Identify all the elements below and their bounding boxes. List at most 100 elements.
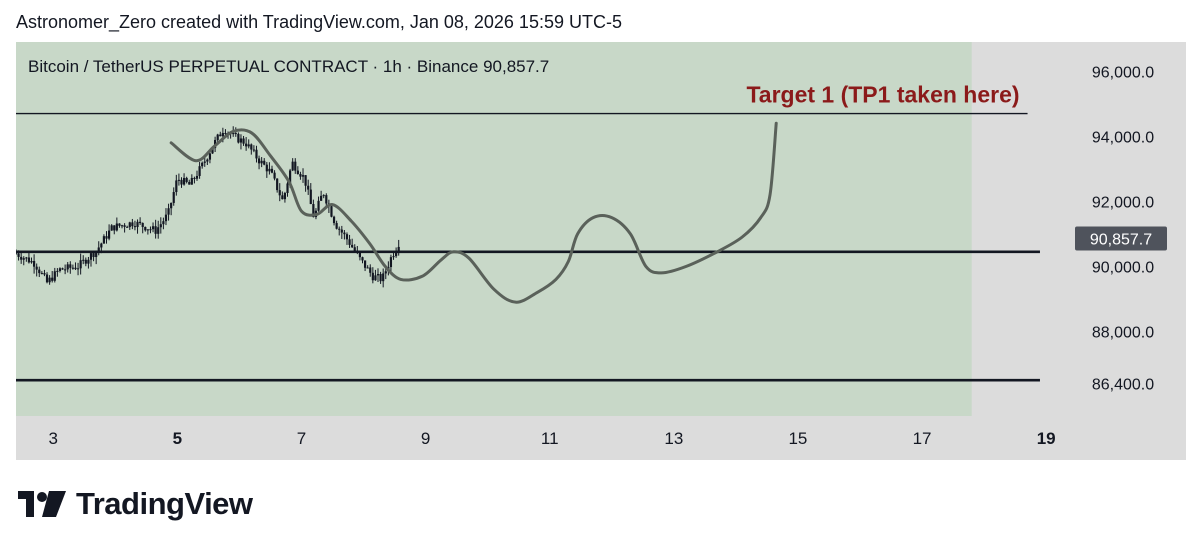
candle-body: [351, 244, 354, 248]
candle: [198, 161, 201, 179]
chart-legend: Bitcoin / TetherUS PERPETUAL CONTRACT · …: [28, 57, 549, 76]
price-chart[interactable]: Bitcoin / TetherUS PERPETUAL CONTRACT · …: [16, 42, 1186, 460]
candle: [64, 264, 67, 275]
candle: [304, 175, 307, 192]
candle-body: [332, 216, 336, 224]
candle: [141, 222, 144, 234]
candle-body: [294, 161, 297, 171]
candle: [79, 253, 82, 275]
candle: [270, 165, 274, 174]
candle-body: [203, 161, 206, 163]
price-tick-label: 92,000.0: [1092, 194, 1154, 211]
candle-body: [208, 153, 212, 160]
candle: [61, 267, 64, 270]
candle-body: [250, 144, 253, 150]
candle-body: [198, 166, 201, 176]
candle: [273, 170, 276, 181]
last-price-tag: 90,857.7: [1075, 226, 1167, 251]
candle: [154, 219, 157, 239]
candle-body: [64, 269, 67, 271]
candle-body: [301, 175, 305, 177]
candle: [353, 244, 356, 253]
candle-body: [82, 259, 85, 261]
candle-body: [338, 228, 341, 230]
candle: [102, 234, 106, 244]
candle-body: [291, 161, 294, 171]
candle: [296, 166, 299, 175]
candle: [167, 203, 170, 221]
candle-body: [260, 160, 263, 164]
candle: [237, 132, 240, 144]
candle-body: [157, 227, 160, 234]
candle: [188, 179, 191, 185]
candle: [307, 179, 310, 195]
projection-curve: [169, 121, 778, 304]
candle-body: [245, 143, 248, 147]
candle-body: [33, 261, 36, 267]
candle-body: [141, 222, 144, 227]
candle-body: [58, 268, 62, 271]
candle: [294, 158, 297, 174]
time-tick-label: 3: [49, 429, 58, 448]
price-tick-label: 94,000.0: [1092, 129, 1154, 146]
highlight-zone: [16, 42, 972, 416]
candle: [281, 191, 284, 200]
candle: [369, 264, 372, 277]
candle-body: [389, 257, 393, 268]
candle-body: [382, 273, 385, 282]
candle: [120, 224, 124, 229]
candle-body: [89, 253, 93, 260]
candle: [356, 246, 359, 255]
candle-body: [392, 256, 395, 258]
price-axis[interactable]: 96,000.0 94,000.0 92,000.0 90,000.0 88,000.0…: [1092, 64, 1154, 393]
candle-body: [320, 195, 323, 201]
candle: [255, 145, 258, 163]
candle-body: [395, 251, 398, 257]
candle-body: [162, 221, 165, 225]
candle: [392, 252, 395, 260]
candle-body: [237, 133, 240, 143]
candle: [113, 225, 116, 235]
candle-body: [221, 132, 224, 137]
candle: [45, 272, 49, 284]
candle: [276, 178, 279, 193]
candle: [283, 191, 287, 203]
candle-body: [20, 256, 23, 260]
candle: [35, 263, 38, 277]
target-annotation: Target 1 (TP1 taken here): [746, 82, 1019, 108]
candle: [95, 250, 98, 265]
candle: [265, 161, 268, 178]
candle-body: [304, 175, 307, 186]
candle: [301, 168, 305, 183]
candle: [247, 139, 250, 149]
candle-body: [76, 268, 80, 270]
candle-body: [268, 168, 271, 172]
candle: [170, 202, 173, 216]
candle-body: [92, 253, 95, 258]
last-price-tag-bg: [1075, 226, 1167, 251]
candle: [100, 242, 103, 254]
time-axis[interactable]: 3 5 7 9 11 13 15 17 19: [49, 429, 1056, 448]
candle-body: [51, 277, 54, 281]
candle: [56, 268, 59, 277]
candle-body: [115, 223, 118, 231]
candle: [92, 250, 95, 262]
candle-body: [87, 259, 90, 264]
candle: [133, 220, 137, 231]
candle: [358, 251, 362, 261]
candle: [343, 230, 346, 240]
candle-body: [170, 202, 173, 209]
candle-body: [131, 222, 134, 227]
candle-body: [255, 149, 258, 159]
candle: [110, 224, 113, 231]
candle: [162, 217, 165, 230]
candle-body: [345, 234, 349, 240]
candle: [345, 232, 349, 245]
candle: [69, 261, 72, 274]
candle-body: [296, 170, 299, 174]
candle: [144, 226, 147, 232]
time-tick-label: 15: [788, 429, 807, 448]
candle: [268, 162, 271, 175]
candle: [53, 267, 56, 283]
candle-body: [175, 180, 178, 193]
